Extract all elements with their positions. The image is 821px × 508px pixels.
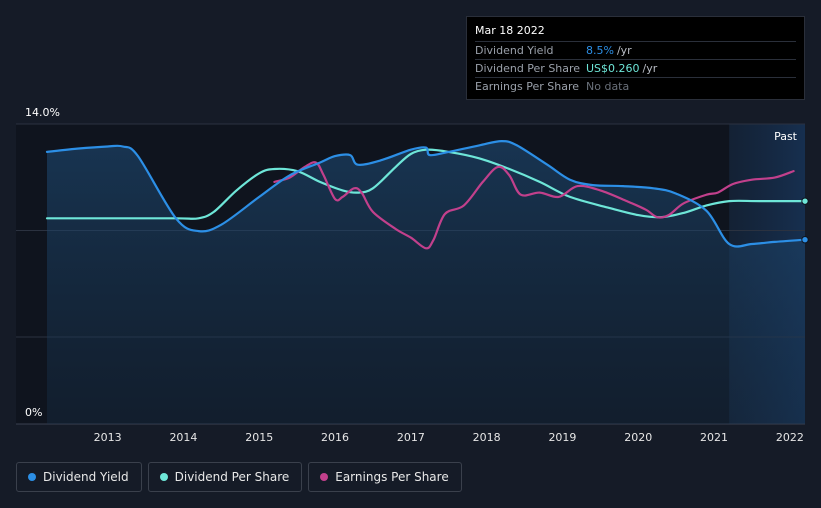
chart-legend: Dividend Yield Dividend Per Share Earnin… — [16, 462, 462, 492]
x-tick-label: 2017 — [397, 431, 425, 444]
tooltip-unit: /yr — [642, 62, 658, 75]
tooltip-row-dividend-yield: Dividend Yield 8.5% /yr — [475, 41, 796, 59]
dividend-per-share-end-marker — [801, 197, 809, 205]
legend-item-dividend-yield[interactable]: Dividend Yield — [16, 462, 142, 492]
x-tick-label: 2015 — [245, 431, 273, 444]
tooltip-label: Dividend Per Share — [475, 62, 581, 75]
x-tick-label: 2022 — [776, 431, 804, 444]
legend-dot-icon — [28, 473, 36, 481]
tooltip-panel: Mar 18 2022 Dividend Yield 8.5% /yr Divi… — [466, 16, 805, 100]
legend-item-earnings-per-share[interactable]: Earnings Per Share — [308, 462, 462, 492]
legend-label: Dividend Yield — [43, 470, 129, 484]
legend-item-dividend-per-share[interactable]: Dividend Per Share — [147, 462, 303, 492]
y-tick-label: 14.0% — [25, 106, 60, 119]
legend-dot-icon — [159, 473, 168, 481]
x-tick-label: 2016 — [321, 431, 349, 444]
dividend-yield-end-marker — [801, 236, 809, 244]
dividend-yield-area — [47, 141, 805, 424]
tooltip-label: Earnings Per Share — [475, 80, 580, 93]
legend-label: Earnings Per Share — [335, 470, 449, 484]
tooltip-date: Mar 18 2022 — [475, 24, 545, 37]
tooltip-label: Dividend Yield — [475, 44, 554, 57]
tooltip-value: No data — [586, 80, 630, 93]
x-tick-label: 2014 — [169, 431, 197, 444]
legend-dot-icon — [320, 473, 329, 481]
x-tick-label: 2020 — [624, 431, 652, 444]
x-tick-label: 2018 — [473, 431, 501, 444]
dividend-yield-line — [45, 140, 807, 248]
tooltip-value: US$0.260 — [586, 62, 640, 75]
past-label: Past — [774, 130, 798, 143]
x-tick-label: 2013 — [94, 431, 122, 444]
y-tick-label: 0% — [25, 406, 42, 419]
tooltip-value: 8.5% — [586, 44, 614, 57]
x-tick-label: 2021 — [700, 431, 728, 444]
x-tick-label: 2019 — [548, 431, 576, 444]
tooltip-row-dividend-per-share: Dividend Per Share US$0.260 /yr — [475, 59, 796, 77]
tooltip-row-earnings-per-share: Earnings Per Share No data — [475, 77, 796, 95]
tooltip-unit: /yr — [616, 44, 632, 57]
legend-label: Dividend Per Share — [174, 470, 290, 484]
